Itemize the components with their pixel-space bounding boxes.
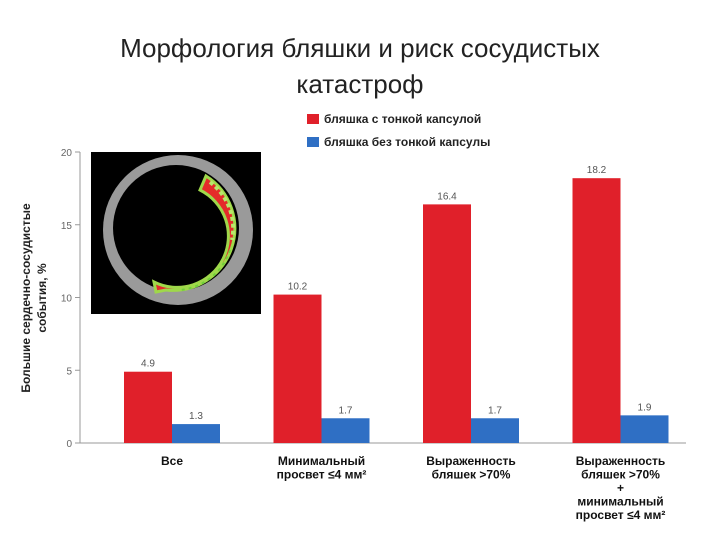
data-label: 1.9 — [638, 402, 652, 413]
legend-label-no-thin-cap: бляшка без тонкой капсулы — [324, 135, 490, 149]
y-tick-label: 10 — [61, 294, 73, 305]
category-label: просвет ≤4 мм² — [576, 508, 666, 522]
bar-no-thin-cap-2 — [471, 418, 519, 443]
data-labels: 4.9 1.3 10.2 1.7 16.4 1.7 18.2 1.9 — [141, 165, 652, 422]
bar-no-thin-cap-3 — [620, 415, 669, 443]
data-label: 1.3 — [189, 411, 203, 422]
data-label: 4.9 — [141, 359, 155, 370]
bars — [124, 178, 669, 443]
legend-label-thin-cap: бляшка с тонкой капсулой — [324, 112, 481, 126]
legend-swatch-no-thin-cap — [307, 137, 319, 147]
plaque-cross-section-image — [91, 152, 261, 314]
bar-thin-cap-3 — [572, 178, 621, 443]
data-label: 1.7 — [339, 405, 353, 416]
category-label: Все — [161, 454, 183, 468]
legend-swatch-thin-cap — [307, 114, 319, 124]
category-label: бляшек >70% — [581, 468, 660, 482]
slide-title: Морфология бляшки и риск сосудистых ката… — [60, 30, 660, 102]
slide-title-line-1: Морфология бляшки и риск сосудистых — [120, 33, 600, 63]
category-label: Выраженность — [576, 454, 666, 468]
category-label: бляшек >70% — [432, 468, 511, 482]
category-label: минимальный — [577, 495, 663, 509]
y-tick-label: 0 — [66, 439, 72, 450]
y-tick-label: 20 — [61, 148, 73, 159]
y-tick-label: 5 — [66, 366, 72, 377]
bar-thin-cap-0 — [124, 371, 172, 443]
y-axis-label-line-1: Большие сердечно-сосудистые — [19, 203, 33, 393]
slide-title-line-2: катастроф — [296, 69, 424, 99]
y-ticks: 0 5 10 15 20 — [61, 148, 80, 450]
bar-thin-cap-1 — [273, 294, 322, 443]
legend: бляшка с тонкой капсулой бляшка без тонк… — [307, 112, 490, 149]
bar-no-thin-cap-1 — [321, 418, 370, 443]
y-tick-label: 15 — [61, 221, 73, 232]
y-axis-label-line-2: события, % — [35, 263, 49, 333]
y-axis-label: Большие сердечно-сосудистые события, % — [19, 203, 49, 393]
category-label: + — [617, 481, 624, 495]
bar-thin-cap-2 — [423, 204, 471, 443]
data-label: 16.4 — [437, 191, 457, 202]
category-label: Минимальный — [278, 454, 365, 468]
data-label: 1.7 — [488, 405, 502, 416]
bar-no-thin-cap-0 — [172, 424, 220, 443]
category-label: Выраженность — [426, 454, 516, 468]
data-label: 18.2 — [587, 165, 607, 176]
category-label: просвет ≤4 мм² — [277, 468, 367, 482]
data-label: 10.2 — [288, 282, 308, 293]
